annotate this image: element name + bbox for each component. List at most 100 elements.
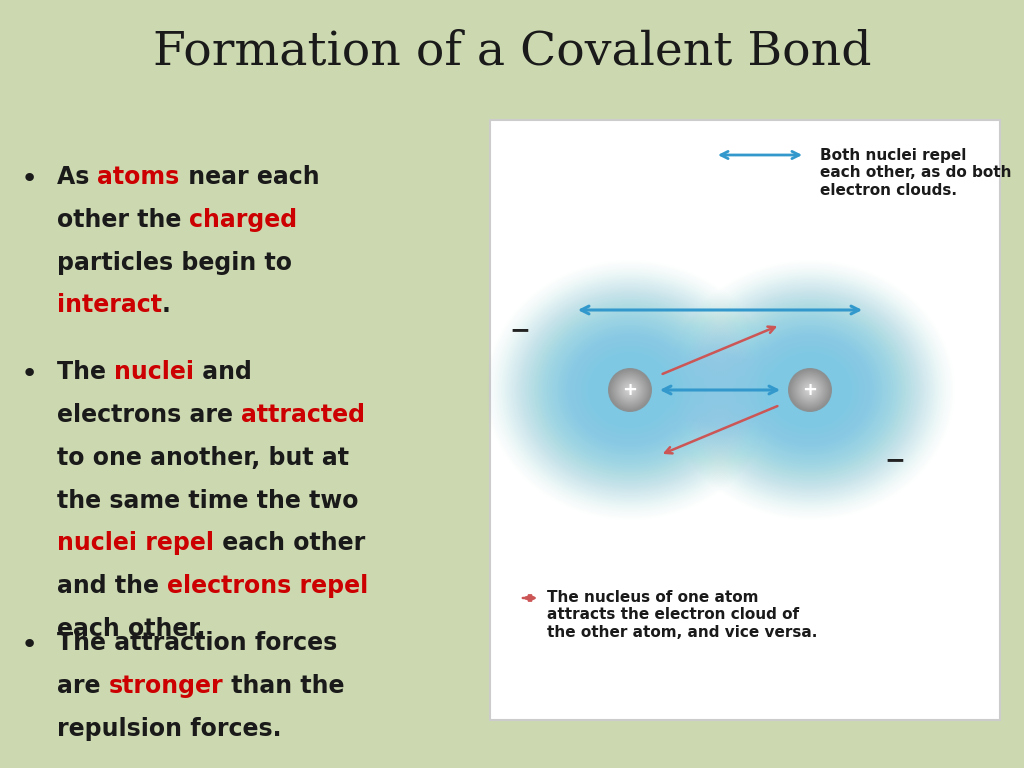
Text: Formation of a Covalent Bond: Formation of a Covalent Bond: [153, 29, 871, 74]
Circle shape: [806, 386, 814, 395]
Text: attracted: attracted: [241, 403, 366, 427]
Circle shape: [799, 379, 821, 402]
Circle shape: [613, 374, 646, 406]
Text: nuclei: nuclei: [114, 360, 195, 384]
Ellipse shape: [744, 332, 876, 449]
Text: •: •: [20, 165, 38, 193]
Ellipse shape: [581, 346, 679, 434]
Circle shape: [804, 383, 816, 396]
Circle shape: [807, 387, 813, 393]
Ellipse shape: [612, 374, 648, 406]
Text: +: +: [803, 381, 817, 399]
Circle shape: [627, 387, 633, 393]
Ellipse shape: [788, 370, 831, 409]
Ellipse shape: [628, 389, 632, 392]
Ellipse shape: [565, 332, 695, 449]
Ellipse shape: [741, 328, 879, 452]
Circle shape: [611, 372, 648, 409]
Circle shape: [622, 382, 638, 398]
Text: other the: other the: [57, 208, 189, 232]
Ellipse shape: [625, 385, 636, 395]
Circle shape: [625, 384, 636, 396]
Ellipse shape: [767, 351, 853, 429]
Ellipse shape: [545, 313, 715, 466]
Circle shape: [624, 383, 637, 396]
Ellipse shape: [583, 348, 677, 432]
Circle shape: [618, 379, 641, 401]
Text: The attraction forces: The attraction forces: [57, 631, 337, 655]
Ellipse shape: [547, 315, 714, 465]
Circle shape: [801, 381, 819, 399]
Circle shape: [614, 375, 645, 406]
Ellipse shape: [587, 351, 674, 429]
Ellipse shape: [781, 364, 839, 416]
Ellipse shape: [589, 353, 672, 427]
Circle shape: [802, 382, 818, 398]
Ellipse shape: [754, 339, 866, 440]
Ellipse shape: [608, 370, 651, 409]
Text: atoms: atoms: [97, 165, 179, 189]
Ellipse shape: [627, 387, 634, 393]
Circle shape: [796, 376, 824, 405]
Circle shape: [616, 376, 644, 404]
Ellipse shape: [765, 349, 855, 431]
Ellipse shape: [799, 380, 821, 400]
Ellipse shape: [775, 359, 845, 421]
Text: each other.: each other.: [57, 617, 206, 641]
Ellipse shape: [763, 348, 857, 432]
Text: and: and: [195, 360, 252, 384]
Ellipse shape: [601, 364, 659, 416]
Ellipse shape: [620, 380, 641, 400]
Ellipse shape: [725, 313, 895, 466]
Circle shape: [801, 380, 819, 399]
Circle shape: [792, 372, 828, 409]
Ellipse shape: [578, 343, 683, 437]
Circle shape: [611, 371, 649, 409]
Ellipse shape: [792, 374, 828, 406]
Circle shape: [809, 389, 811, 392]
Circle shape: [616, 377, 643, 403]
Ellipse shape: [784, 367, 836, 412]
Ellipse shape: [749, 335, 871, 445]
Ellipse shape: [563, 330, 697, 450]
Text: .: .: [162, 293, 171, 317]
Ellipse shape: [554, 322, 707, 458]
Circle shape: [617, 378, 642, 402]
Circle shape: [799, 379, 821, 401]
Ellipse shape: [573, 339, 686, 440]
Circle shape: [788, 368, 831, 412]
Text: particles begin to: particles begin to: [57, 250, 292, 275]
Circle shape: [791, 370, 829, 410]
Ellipse shape: [805, 385, 815, 395]
Text: +: +: [623, 381, 638, 399]
Circle shape: [622, 381, 639, 399]
Text: •: •: [20, 360, 38, 388]
Circle shape: [798, 378, 822, 402]
Ellipse shape: [590, 354, 670, 425]
Circle shape: [805, 385, 815, 395]
Ellipse shape: [777, 361, 843, 419]
Circle shape: [623, 382, 637, 397]
Circle shape: [621, 380, 640, 399]
Ellipse shape: [779, 362, 841, 418]
Ellipse shape: [594, 357, 667, 422]
Ellipse shape: [756, 341, 864, 439]
Ellipse shape: [768, 353, 852, 427]
Ellipse shape: [621, 382, 639, 398]
Circle shape: [620, 379, 640, 400]
Circle shape: [796, 376, 824, 404]
Ellipse shape: [746, 333, 873, 447]
Circle shape: [793, 372, 827, 408]
Circle shape: [630, 389, 631, 391]
Ellipse shape: [603, 366, 657, 415]
Circle shape: [613, 373, 647, 407]
Ellipse shape: [550, 319, 710, 462]
Circle shape: [626, 386, 635, 395]
Circle shape: [791, 371, 829, 409]
Ellipse shape: [734, 322, 886, 458]
Ellipse shape: [761, 346, 859, 434]
Ellipse shape: [758, 343, 862, 437]
Ellipse shape: [552, 320, 708, 460]
Text: the same time the two: the same time the two: [57, 488, 358, 513]
Ellipse shape: [580, 345, 681, 435]
